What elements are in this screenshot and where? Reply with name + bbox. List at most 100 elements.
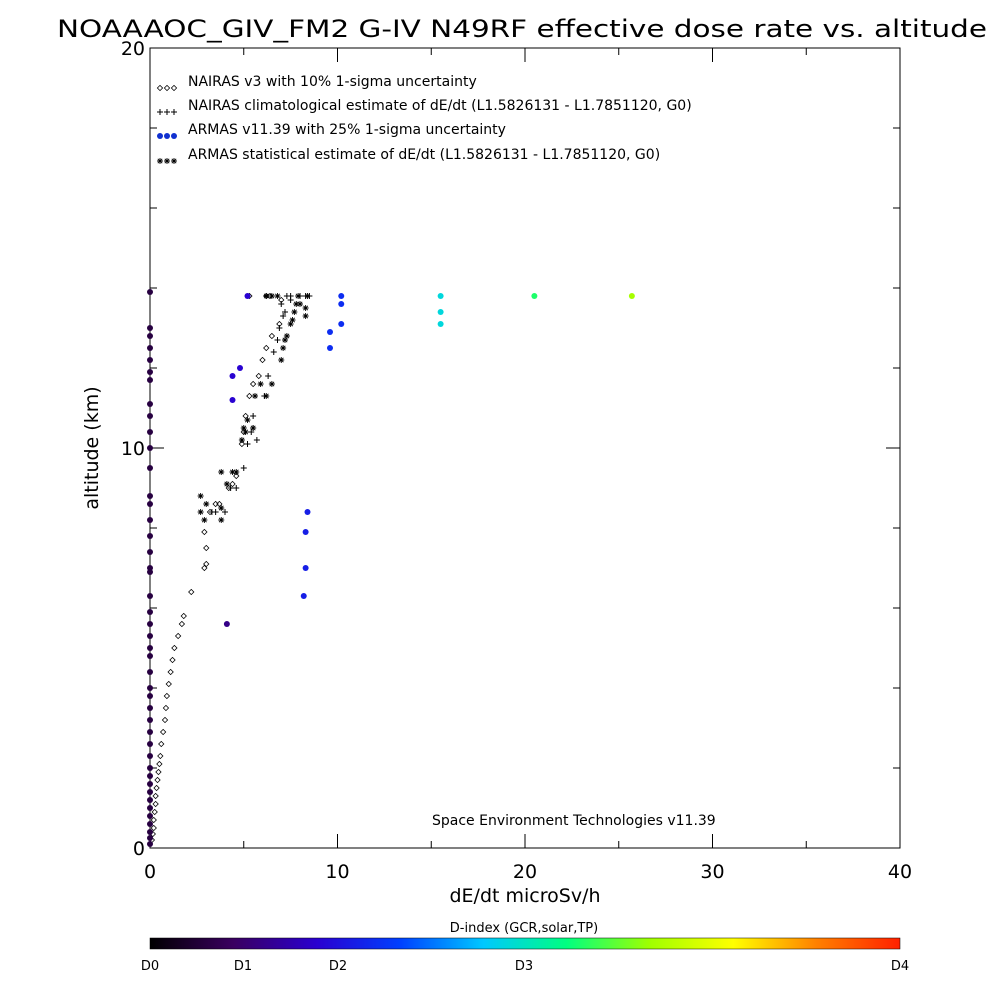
data-point [223,621,230,627]
data-point [304,293,311,299]
series-plus [208,293,313,515]
data-point [287,321,294,327]
data-point [147,429,153,435]
data-point [278,357,285,363]
data-point [150,816,157,824]
data-point [531,293,538,299]
colorbar-label: D3 [515,959,533,974]
legend-entry: ARMAS statistical estimate of dE/dt (L1.… [188,147,660,163]
data-point [278,301,285,307]
data-point [147,549,153,555]
data-point [150,824,157,832]
y-axis-label: altitude (km) [81,386,103,509]
series-asterisk [197,293,311,523]
data-point [302,529,309,535]
data-point [153,784,160,792]
y-tick-label: 0 [133,838,145,860]
data-point [274,293,281,299]
legend-marker [171,133,177,139]
data-point [147,633,153,639]
data-point [201,564,208,572]
data-point [152,792,159,800]
data-marks [147,289,635,847]
data-point [240,465,247,471]
data-point [253,437,260,443]
legend-marker [157,158,163,164]
legend-marker [157,109,163,115]
data-point [293,301,300,307]
data-point [218,505,225,511]
axis-ticks: 0 10 20 30 40 0 10 20 [121,38,912,883]
data-point [147,797,153,803]
data-point [233,485,240,491]
annotation: Space Environment Technologies v11.39 [432,813,716,829]
data-point [147,609,153,615]
x-tick-label: 0 [144,861,156,883]
data-point [188,588,195,596]
data-point [147,593,153,599]
data-point [304,509,311,515]
data-point [250,413,257,419]
data-point [147,517,153,523]
data-point [255,372,262,380]
colorbar-label: D1 [234,959,252,974]
data-point [147,821,153,827]
data-point [147,645,153,651]
x-tick-label: 20 [513,861,537,883]
data-point [283,293,290,299]
data-point [238,437,245,443]
data-point [302,565,309,571]
data-point [327,329,333,335]
series-diamond [148,292,285,844]
data-point [229,469,236,475]
y-tick-label: 20 [121,38,145,60]
data-point [147,753,153,759]
data-point [244,417,251,423]
x-tick-label: 30 [700,861,724,883]
y-tick-label: 10 [121,438,145,460]
legend-marker [163,84,171,92]
data-point [265,373,272,379]
data-point [197,493,204,499]
data-point [263,293,270,299]
data-point [147,289,153,295]
legend-entry: NAIRAS v3 with 10% 1-sigma uncertainty [188,74,477,90]
data-point [147,533,153,539]
data-point [203,544,210,552]
data-point [147,693,153,699]
data-point [240,425,247,431]
data-point [147,565,153,571]
data-point [297,301,303,307]
data-point [147,705,153,711]
data-point [263,393,270,399]
data-point [289,317,296,323]
data-point [302,305,309,311]
data-point [147,333,153,339]
data-point [218,517,225,523]
legend-marker [164,158,170,164]
legend-marker [170,84,178,92]
plot-frame [149,47,901,849]
data-point [162,704,170,712]
data-point [229,480,236,488]
data-point [280,345,287,351]
legend-entry: ARMAS v11.39 with 25% 1-sigma uncertaint… [188,122,506,138]
colorbar-label: D2 [329,959,347,974]
data-point [282,309,288,315]
data-point [147,717,153,723]
data-point [151,808,158,816]
data-point [174,632,182,640]
data-point [218,469,225,475]
data-point [161,716,169,724]
colorbar [149,937,901,950]
data-point [246,392,253,400]
data-point [147,357,153,363]
data-point [147,789,153,795]
data-point [227,485,234,491]
data-point [244,441,251,447]
data-point [212,509,219,515]
legend-marker [171,158,177,164]
data-point [238,440,246,448]
data-point [180,612,187,620]
